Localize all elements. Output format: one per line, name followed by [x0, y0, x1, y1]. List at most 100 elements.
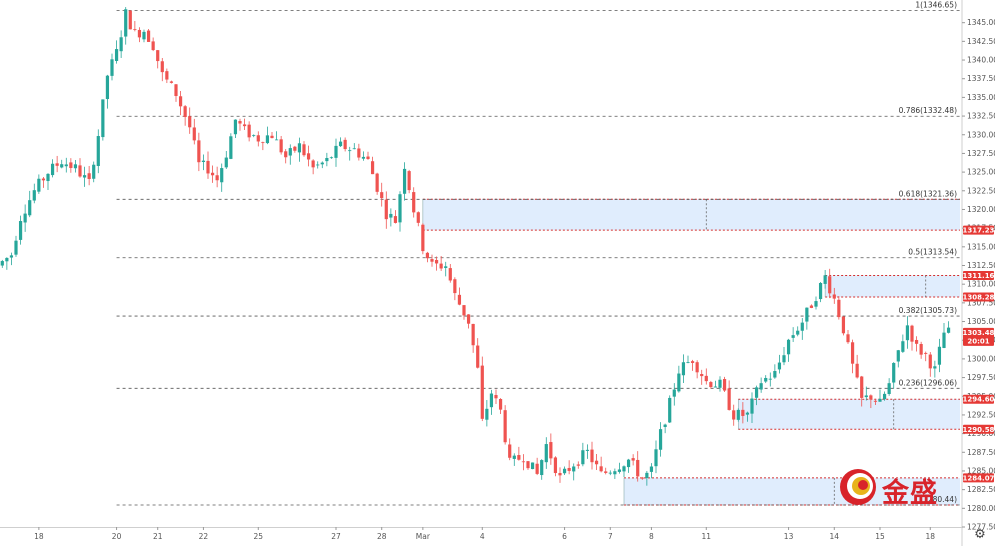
y-tick-label: 1337.50: [967, 74, 995, 83]
candle-body: [672, 389, 676, 397]
gear-icon[interactable]: ⚙: [974, 527, 986, 542]
candle-body: [398, 194, 402, 223]
candle-body: [64, 164, 68, 167]
candle-body: [466, 314, 471, 324]
candle-body: [530, 462, 535, 470]
candle-body: [407, 171, 411, 191]
candle-body: [645, 472, 649, 479]
candle-body: [78, 165, 82, 177]
candle-body: [375, 173, 379, 192]
candle-body: [677, 373, 681, 392]
candle-body: [567, 467, 571, 471]
candle-body: [256, 135, 260, 142]
candle-body: [357, 148, 361, 158]
candle-body: [448, 268, 452, 281]
candle-body: [320, 162, 324, 165]
price-tag-box: [963, 225, 994, 235]
candle-body: [146, 30, 151, 42]
candle-body: [329, 157, 334, 159]
candle-body: [316, 164, 320, 166]
candle-body: [28, 200, 32, 216]
candle-body: [841, 316, 846, 334]
y-tick-label: 1292.50: [967, 410, 995, 419]
candle-body: [604, 471, 608, 473]
candle-body: [178, 96, 183, 107]
candle-body: [60, 164, 64, 168]
candle-body: [476, 345, 480, 368]
candle-body: [754, 387, 759, 398]
candle-body: [663, 424, 667, 427]
candle-body: [183, 106, 187, 118]
candle-body: [370, 161, 375, 175]
candle-body: [576, 464, 580, 466]
candle-body: [457, 294, 462, 305]
candle-body: [608, 472, 612, 474]
x-tick-label: 14: [830, 532, 840, 541]
candle-body: [9, 255, 14, 258]
candle-body: [631, 458, 635, 461]
x-tick-label: 15: [875, 532, 885, 541]
fib-level-label: 0.382(1305.73): [899, 306, 957, 315]
candle-body: [18, 221, 23, 240]
candle-body: [444, 266, 448, 268]
candle-body: [517, 455, 521, 460]
candle-body: [892, 362, 896, 383]
candle-body: [759, 383, 763, 390]
candle-body: [242, 124, 247, 127]
price-tag-box: [963, 473, 994, 483]
candle-body: [617, 469, 622, 472]
price-tag-time: 20:01: [967, 337, 989, 345]
y-tick-label: 1340.00: [967, 56, 995, 65]
candle-body: [302, 144, 306, 156]
candle-body: [937, 346, 942, 365]
candle-body: [430, 259, 434, 262]
candle-body: [805, 307, 809, 322]
x-tick-label: 7: [608, 532, 613, 541]
zone-box: [738, 399, 960, 430]
candle-body: [654, 449, 658, 467]
candle-body: [101, 99, 105, 138]
candle-body: [508, 444, 512, 458]
x-tick-label: 22: [199, 532, 209, 541]
y-tick-label: 1330.00: [967, 130, 995, 139]
y-tick-label: 1327.50: [967, 149, 995, 158]
candle-body: [494, 395, 498, 399]
x-tick-label: 13: [784, 532, 794, 541]
x-tick-label: 11: [702, 532, 712, 541]
candle-body: [421, 224, 425, 252]
candle-body: [736, 409, 740, 420]
candle-body: [366, 156, 370, 159]
candle-body: [352, 148, 356, 150]
x-tick-label: 20: [112, 532, 122, 541]
candle-body: [594, 460, 599, 465]
candle-body: [818, 282, 823, 300]
candle-body: [238, 121, 242, 124]
y-tick-label: 1280.00: [967, 504, 995, 513]
candle-body: [82, 175, 87, 178]
candle-body: [110, 59, 114, 76]
candle-body: [658, 429, 663, 450]
candle-body: [480, 365, 484, 419]
candle-body: [325, 157, 329, 162]
candle-body: [50, 163, 55, 176]
price-tag-label: 1284.07: [963, 474, 995, 482]
candle-body: [722, 379, 727, 391]
y-tick-label: 1305.00: [967, 317, 995, 326]
candle-body: [279, 139, 283, 153]
candle-body: [914, 339, 919, 344]
candle-body: [334, 145, 338, 158]
candle-body: [0, 261, 4, 266]
y-tick-label: 1315.00: [967, 242, 995, 251]
y-tick-label: 1277.50: [967, 523, 995, 532]
candle-body: [274, 139, 279, 141]
candle-body: [224, 157, 228, 168]
candle-body: [265, 135, 270, 144]
candle-body: [119, 37, 123, 52]
candle-body: [142, 31, 146, 40]
logo-emblem-icon: [840, 469, 876, 505]
candle-body: [220, 168, 224, 183]
candle-body: [69, 162, 73, 168]
candle-body: [288, 148, 292, 156]
zone-box: [422, 199, 960, 231]
